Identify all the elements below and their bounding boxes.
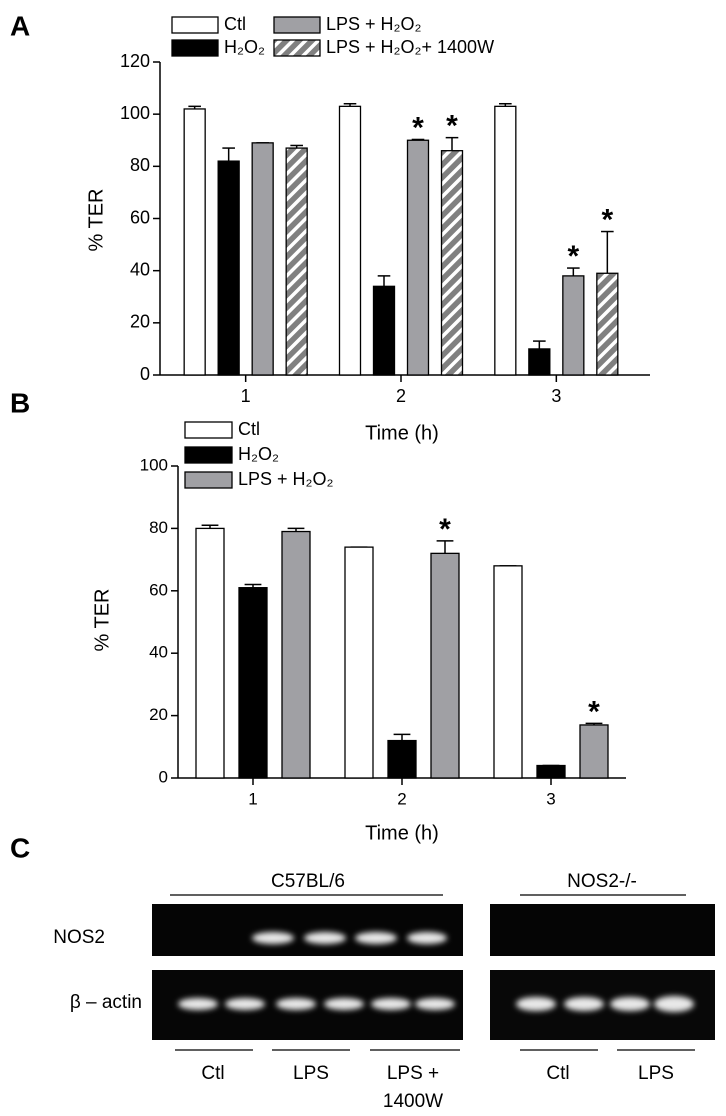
bar <box>596 272 619 376</box>
bar <box>536 764 566 779</box>
bar <box>281 530 311 779</box>
y-tick-label: 40 <box>149 643 168 662</box>
y-tick-label: 100 <box>120 103 150 123</box>
panel-label: B <box>10 387 30 418</box>
legend-label: LPS + H₂O₂+ 1400W <box>326 37 494 57</box>
y-tick-label: 0 <box>140 364 150 384</box>
bar <box>195 527 225 779</box>
legend-swatch <box>171 39 219 57</box>
lane-label: LPS <box>638 1063 674 1084</box>
legend-swatch <box>273 39 321 57</box>
group-title: NOS2-/- <box>567 871 637 892</box>
significance-mark: * <box>567 240 579 273</box>
y-tick-label: 100 <box>140 455 168 474</box>
bar <box>338 105 362 376</box>
y-tick-label: 20 <box>130 312 150 332</box>
legend-swatch <box>171 16 219 34</box>
y-tick-label: 120 <box>120 51 150 71</box>
bar <box>238 587 268 779</box>
row-label: β – actin <box>70 992 142 1013</box>
y-axis-label: % TER <box>91 589 113 652</box>
bar <box>344 546 374 779</box>
x-tick-label: 2 <box>396 386 406 406</box>
x-tick-label: 2 <box>397 789 406 808</box>
x-tick-label: 1 <box>248 789 257 808</box>
bar <box>579 724 609 779</box>
significance-mark: * <box>601 203 613 236</box>
significance-mark: * <box>412 111 424 144</box>
significance-mark: * <box>439 513 451 546</box>
group-title: C57BL/6 <box>271 871 345 892</box>
x-tick-label: 3 <box>551 386 561 406</box>
y-tick-label: 0 <box>159 767 168 786</box>
row-label: NOS2 <box>53 927 105 948</box>
y-axis-label: % TER <box>85 189 107 252</box>
legend-label: H₂O₂ <box>224 37 265 57</box>
legend-label: LPS + H₂O₂ <box>326 14 422 34</box>
bar <box>251 142 274 376</box>
legend-label: H₂O₂ <box>238 444 279 464</box>
bracket-lines <box>170 894 695 1051</box>
legend-label: LPS + H₂O₂ <box>238 469 334 489</box>
panel-label: C <box>10 832 30 863</box>
significance-mark: * <box>446 110 458 143</box>
legend-label: Ctl <box>238 419 260 439</box>
bar <box>387 739 417 779</box>
gel-images <box>152 904 715 1040</box>
bar <box>183 108 206 376</box>
bar <box>285 147 308 376</box>
y-tick-label: 80 <box>149 518 168 537</box>
y-tick-label: 40 <box>130 259 150 279</box>
lane-label: LPS + <box>387 1063 439 1084</box>
y-tick-label: 60 <box>130 207 150 227</box>
bar <box>217 160 240 376</box>
legend-label: Ctl <box>224 14 246 34</box>
lane-label: Ctl <box>546 1063 569 1084</box>
x-tick-label: 3 <box>546 789 555 808</box>
x-tick-label: 1 <box>241 386 251 406</box>
lane-label: LPS <box>293 1063 329 1084</box>
bar <box>494 105 517 376</box>
significance-mark: * <box>588 695 600 728</box>
bar <box>528 348 551 376</box>
bar <box>372 285 396 376</box>
bar <box>562 275 585 376</box>
bar <box>406 139 430 376</box>
bar <box>430 552 460 779</box>
panel-label: A <box>10 10 30 41</box>
legend-swatch <box>184 421 233 439</box>
y-tick-label: 80 <box>130 155 150 175</box>
legend-swatch <box>184 471 233 489</box>
legend-swatch <box>273 16 321 34</box>
x-axis-label: Time (h) <box>365 822 439 844</box>
lane-label: 1400W <box>383 1091 443 1112</box>
legend-swatch <box>184 446 233 464</box>
bar <box>440 150 464 376</box>
y-tick-label: 20 <box>149 705 168 724</box>
lane-label: Ctl <box>201 1063 224 1084</box>
x-axis-label: Time (h) <box>365 422 439 444</box>
bar <box>493 565 523 779</box>
y-tick-label: 60 <box>149 580 168 599</box>
